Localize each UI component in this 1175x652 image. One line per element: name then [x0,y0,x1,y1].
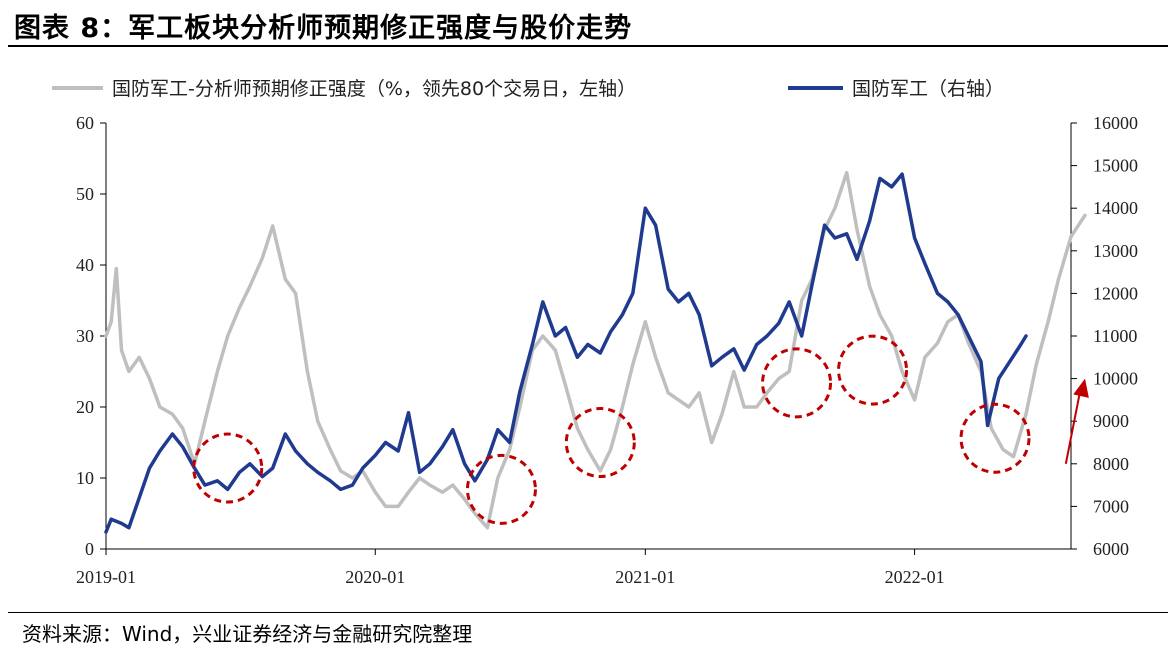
x-tick-label: 2020-01 [345,567,405,587]
trend-arrow [1064,386,1082,464]
source-divider [8,612,1168,613]
legend-label-revision: 国防军工-分析师预期修正强度（%，领先80个交易日，左轴） [112,78,636,100]
line-chart: 国防军工-分析师预期修正强度（%，领先80个交易日，左轴） 国防军工（右轴） 0… [52,78,1138,587]
chart-title: 图表 8：军工板块分析师预期修正强度与股价走势 [14,13,633,44]
title-divider [8,45,1168,47]
highlight-circle [959,402,1031,474]
left-tick-label: 0 [85,539,94,559]
trend-arrow-head [1073,378,1089,398]
right-tick-label: 7000 [1093,496,1129,516]
legend: 国防军工-分析师预期修正强度（%，领先80个交易日，左轴） 国防军工（右轴） [52,78,1004,100]
annotation-layer [192,334,1089,525]
right-tick-label: 12000 [1093,283,1138,303]
right-tick-label: 14000 [1093,198,1138,218]
highlight-circle [192,432,264,504]
source-note: 资料来源：Wind，兴业证券经济与金融研究院整理 [22,622,473,646]
highlight-circle [761,347,833,419]
right-tick-label: 6000 [1093,539,1129,559]
right-tick-label: 16000 [1093,113,1138,133]
left-tick-label: 40 [76,255,94,275]
series-line-revision [104,170,1087,530]
highlight-circle [837,334,909,406]
series-line-price [104,172,1028,534]
axes: 0 10 20 30 40 50 60 6000 7000 8000 9000 10000 11000 1… [76,113,1138,587]
left-tick-label: 20 [76,397,94,417]
x-tick-label: 2019-01 [76,567,136,587]
left-tick-label: 30 [76,326,94,346]
right-tick-label: 8000 [1093,454,1129,474]
right-tick-label: 13000 [1093,241,1138,261]
right-tick-label: 11000 [1093,326,1137,346]
x-tick-label: 2021-01 [615,567,675,587]
left-tick-label: 10 [76,468,94,488]
series-layer [104,170,1087,534]
right-tick-label: 9000 [1093,411,1129,431]
highlight-circle [564,407,636,478]
left-tick-label: 60 [76,113,94,133]
left-tick-label: 50 [76,184,94,204]
right-tick-label: 15000 [1093,156,1138,176]
highlight-circle [465,453,537,525]
legend-label-price: 国防军工（右轴） [852,78,1004,100]
right-tick-label: 10000 [1093,369,1138,389]
x-tick-label: 2022-01 [885,567,945,587]
